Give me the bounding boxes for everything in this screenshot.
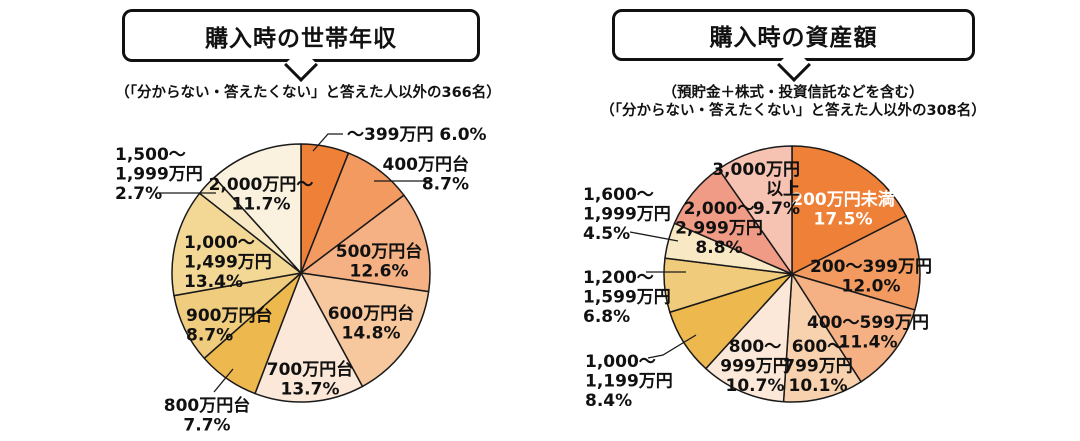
pie-slice-income-pie-7 bbox=[171, 192, 302, 297]
slice-label: 800万円台 7.7% bbox=[164, 395, 251, 436]
slice-label: 1,000～ 1,499万円 13.4% bbox=[184, 233, 272, 292]
label-leader-line bbox=[629, 231, 679, 242]
pie-slice-income-pie-9 bbox=[213, 143, 302, 274]
slice-label: 800～ 999万円 10.7% bbox=[720, 337, 790, 396]
income-sample-note: （「分からない・答えたくない」と答えた人以外の366名） bbox=[115, 85, 501, 101]
assets-includes-note: （預貯金＋株式・投資信託などを含む） bbox=[662, 85, 924, 101]
slice-label: 200万円未満 17.5% bbox=[791, 189, 895, 230]
income-chart-title: 購入時の世帯年収 bbox=[205, 25, 397, 52]
slice-label: 500万円台 12.6% bbox=[336, 241, 423, 282]
pie-slice-assets-pie-9 bbox=[717, 145, 793, 275]
slice-label: 2,000～ 2,999万円 8.8% bbox=[675, 199, 763, 258]
assets-sample-note: （「分からない・答えたくない」と答えた人以外の308名） bbox=[600, 103, 986, 119]
slice-label: 400万円台 8.7% bbox=[383, 154, 470, 195]
label-leader-line bbox=[312, 133, 343, 152]
slice-label: ～399万円 6.0% bbox=[347, 125, 487, 145]
pie-slice-assets-pie-3 bbox=[782, 273, 862, 403]
slice-label: 200～399万円 12.0% bbox=[810, 257, 932, 297]
slice-label: 600～ 799万円 10.1% bbox=[783, 337, 853, 396]
assets-chart-title: 購入時の資産額 bbox=[709, 25, 878, 51]
label-leader-line bbox=[647, 334, 697, 359]
income-pie: ～399万円 6.0% 400万円台 8.7% 500万円台 12.6% 600万円台 14… bbox=[115, 125, 487, 436]
slice-label: 900万円台 8.7% bbox=[186, 305, 273, 346]
slice-label: 1,500～ 1,999万円 2.7% bbox=[115, 145, 203, 204]
slice-label: 1,200～ 1,599万円 6.8% bbox=[583, 268, 671, 327]
slice-label: 600万円台 14.8% bbox=[328, 303, 415, 344]
slice-label: 2,000万円～ 11.7% bbox=[209, 175, 314, 215]
pie-slice-income-pie-3 bbox=[300, 272, 430, 388]
label-leader-line bbox=[213, 368, 234, 393]
pie-slice-income-pie-4 bbox=[254, 272, 364, 403]
assets-title-bubble: 購入時の資産額 bbox=[612, 9, 975, 82]
income-title-bubble: 購入時の世帯年収 bbox=[122, 9, 480, 82]
income-chart-subtitle: （「分からない・答えたくない」と答えた人以外の366名） bbox=[28, 84, 588, 102]
pie-slice-assets-pie-0 bbox=[791, 145, 907, 275]
assets-chart-subtitle: （預貯金＋株式・投資信託などを含む） （「分からない・答えたくない」と答えた人以… bbox=[563, 84, 1023, 120]
pie-slice-assets-pie-1 bbox=[791, 215, 921, 311]
slice-label: 400～599万円 11.4% bbox=[807, 313, 929, 353]
assets-pie: 200万円未満 17.5% 200～399万円 12.0% 400～599万円 11.4%… bbox=[583, 145, 932, 411]
slice-label: 1,000～ 1,199万円 8.4% bbox=[585, 352, 673, 411]
slice-label: 700万円台 13.7% bbox=[267, 359, 354, 400]
pie-slice-assets-pie-4 bbox=[705, 273, 793, 403]
slice-label: 3,000万円以上 9.7% bbox=[712, 160, 800, 219]
slice-label: 1,600～ 1,999万円 4.5% bbox=[583, 185, 671, 244]
pie-slice-assets-pie-2 bbox=[791, 273, 916, 383]
pie-slice-income-pie-2 bbox=[300, 194, 431, 293]
